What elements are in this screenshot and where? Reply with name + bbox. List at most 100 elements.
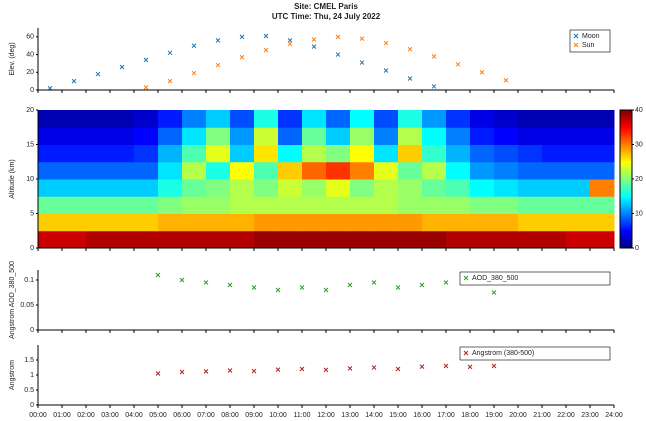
colorbar-step [620, 114, 632, 118]
colorbar-step [620, 110, 632, 113]
data-point [167, 78, 173, 84]
heatmap-cell [134, 196, 159, 214]
heatmap-cell [302, 213, 327, 232]
colorbar-step [620, 133, 632, 136]
x-tick-label: 18:00 [461, 412, 479, 419]
heatmap-cell [518, 230, 543, 249]
heatmap-cell [374, 196, 399, 214]
heatmap-cell [206, 110, 231, 128]
heatmap-cell [470, 144, 495, 163]
colorbar-step [620, 112, 632, 116]
data-point [395, 366, 401, 372]
heatmap-cell [158, 161, 183, 180]
x-tick-label: 10:00 [269, 412, 287, 419]
data-point [491, 363, 497, 369]
heatmap-cell [158, 230, 183, 249]
heatmap-cell [38, 196, 63, 214]
data-point [383, 40, 389, 46]
heatmap-cell [470, 110, 495, 128]
heatmap-cell [182, 127, 207, 145]
data-point [191, 43, 197, 49]
heatmap-cell [62, 179, 87, 197]
heatmap-cell [350, 127, 375, 145]
colorbar-step [620, 172, 632, 175]
x-tick-label: 12:00 [317, 412, 335, 419]
colorbar-step [620, 167, 632, 171]
heatmap-cell [566, 230, 591, 249]
heatmap-cell [230, 144, 255, 163]
colorbar-step [620, 153, 632, 157]
colorbar-step [620, 204, 632, 208]
data-point [251, 368, 257, 374]
y-tick-label: 5 [30, 210, 34, 217]
heatmap-cell [566, 196, 591, 214]
heatmap-cell [86, 144, 111, 163]
legend-marker [573, 42, 579, 48]
heatmap-cell [302, 127, 327, 145]
data-point [371, 280, 377, 285]
colorbar-step [620, 195, 632, 198]
heatmap-cell [110, 127, 135, 145]
colorbar-step [620, 144, 632, 148]
y-tick-label: 0 [30, 327, 34, 334]
y-axis-label: Angstrom [9, 360, 16, 390]
data-point [311, 44, 317, 49]
data-point [191, 70, 197, 76]
colorbar-step [620, 135, 632, 139]
heatmap-cell [86, 196, 111, 214]
legend-label: AOD_380_500 [472, 275, 518, 282]
heatmap-cell [110, 179, 135, 197]
heatmap-cell [446, 179, 471, 197]
colorbar-tick-label: 40 [635, 107, 643, 114]
heatmap-cell [590, 196, 615, 214]
heatmap-cell [182, 230, 207, 249]
heatmap-cell [350, 161, 375, 180]
colorbar-step [620, 179, 632, 182]
heatmap-cell [518, 127, 543, 145]
colorbar-step [620, 137, 632, 141]
data-point [383, 68, 389, 73]
data-point [179, 369, 185, 375]
heatmap-cell [182, 110, 207, 128]
heatmap-cell [422, 127, 447, 145]
colorbar-step [620, 192, 632, 196]
y-tick-label: 0.1 [24, 277, 34, 284]
data-point [155, 272, 161, 278]
heatmap-cell [422, 179, 447, 197]
y-tick-label: 60 [26, 34, 34, 41]
data-point [323, 287, 329, 293]
data-point [491, 290, 497, 295]
heatmap-cell [494, 144, 519, 163]
data-point [287, 38, 293, 43]
heatmap-cell [590, 110, 615, 128]
x-tick-label: 08:00 [221, 412, 239, 419]
heatmap-cell [182, 179, 207, 197]
heatmap-cell [350, 196, 375, 214]
heatmap-cell [542, 213, 567, 232]
y-tick-label: 0.5 [24, 387, 34, 394]
heatmap-cell [494, 213, 519, 232]
colorbar-step [620, 151, 632, 155]
heatmap-cell [374, 213, 399, 232]
heatmap-cell [494, 127, 519, 145]
heatmap-cell [566, 213, 591, 232]
x-tick-label: 00:00 [29, 412, 47, 419]
colorbar-step [620, 188, 632, 191]
colorbar-step [620, 176, 632, 180]
heatmap-cell [110, 110, 135, 128]
heatmap-cell [134, 213, 159, 232]
heatmap-cell [38, 110, 63, 128]
heatmap-cell [230, 161, 255, 180]
data-point [443, 280, 449, 285]
heatmap-cell [518, 110, 543, 128]
heatmap-cell [422, 110, 447, 128]
data-point [95, 71, 101, 77]
colorbar-step [620, 128, 632, 132]
colorbar-tick-label: 0 [635, 245, 639, 252]
heatmap-cell [230, 230, 255, 249]
heatmap-cell [326, 144, 351, 163]
data-point [419, 364, 425, 369]
heatmap-cell [566, 110, 591, 128]
heatmap-cell [278, 196, 303, 214]
data-point [323, 367, 329, 373]
